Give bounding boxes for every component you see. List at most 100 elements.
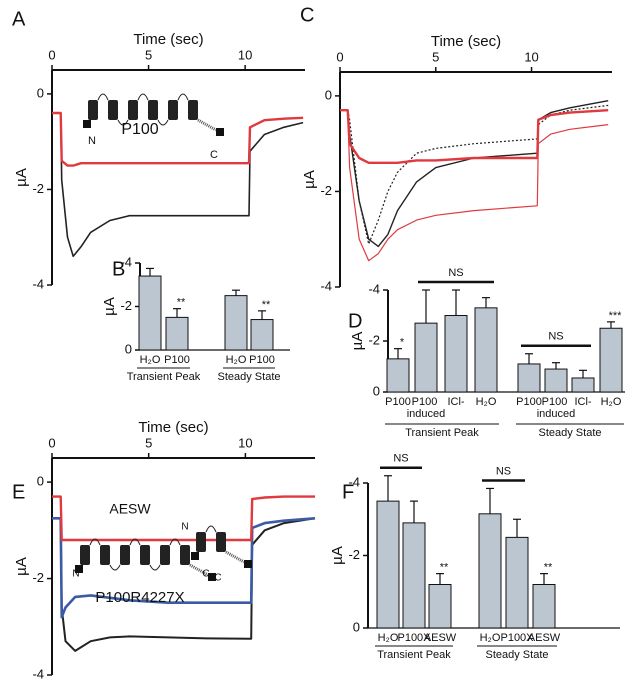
bar — [138, 275, 162, 351]
significance: ** — [544, 562, 553, 574]
trace — [340, 100, 609, 248]
y-tick-label: -4 — [348, 474, 360, 489]
annotation: C — [202, 569, 209, 580]
loop — [169, 538, 181, 546]
significance: ** — [440, 562, 449, 574]
panel-letter: A — [12, 8, 26, 30]
x-tick-label: 5 — [432, 49, 439, 64]
loop — [109, 564, 121, 571]
bar — [428, 584, 452, 629]
loop — [177, 93, 189, 101]
label-line: induced — [407, 408, 446, 420]
significance: * — [400, 337, 405, 349]
loop — [157, 119, 169, 126]
helix — [196, 532, 206, 552]
y-tick-label: -4 — [32, 666, 44, 681]
x-tick-label: 5 — [145, 435, 152, 450]
trace — [340, 104, 609, 245]
y-axis-label: µA — [13, 168, 30, 187]
y-tick-label: -4 — [368, 281, 380, 296]
label-line: H₂O — [378, 632, 399, 644]
c-term — [244, 560, 252, 568]
trace — [340, 109, 609, 262]
annotation: N — [72, 569, 79, 580]
y-axis-label: µA — [101, 297, 118, 316]
bar — [402, 522, 426, 629]
trace — [52, 517, 316, 652]
annotation: P100R4227X — [95, 589, 184, 606]
bracket-label: NS — [448, 267, 463, 279]
y-axis-label: µA — [329, 546, 346, 565]
label-line: P100 — [164, 354, 190, 366]
loop — [117, 119, 129, 126]
annotation: C — [210, 149, 218, 161]
loop — [129, 538, 141, 546]
y-tick-label: -4 — [320, 278, 332, 293]
y-tick-label: 0 — [325, 87, 332, 102]
bar — [571, 377, 595, 393]
y-tick-label: 0 — [125, 341, 132, 356]
label-line: ICl- — [447, 396, 464, 408]
trace — [52, 517, 316, 619]
c-term — [216, 128, 224, 136]
loop — [149, 564, 161, 571]
significance: ** — [262, 299, 271, 311]
bar — [444, 315, 468, 393]
helix — [88, 100, 98, 120]
x-axis-label: Time (sec) — [431, 33, 501, 50]
x-tick-label: 0 — [48, 435, 55, 450]
n-term — [75, 565, 83, 573]
x-tick-label: P100 — [164, 354, 190, 366]
bar — [599, 327, 623, 393]
annotation: AESW — [109, 501, 151, 517]
x-tick-label: H₂O — [140, 354, 161, 366]
n-term — [83, 120, 91, 128]
x-tick-label: H₂O — [378, 632, 399, 644]
x-tick-label: P100 — [385, 396, 411, 408]
group-label: Transient Peak — [377, 649, 451, 661]
x-axis-label: Time (sec) — [133, 31, 203, 48]
label-line: P100 — [385, 396, 411, 408]
x-tick-label: P100 — [516, 396, 542, 408]
loop — [97, 93, 109, 101]
y-tick-label: -2 — [320, 183, 332, 198]
group-label: Transient Peak — [405, 427, 479, 439]
label-line: P100 — [542, 396, 571, 408]
x-tick-label: P100X — [397, 632, 431, 644]
c-term — [208, 573, 216, 581]
group-label: Steady State — [218, 371, 281, 383]
trace — [52, 495, 315, 542]
annotation: N — [88, 135, 96, 147]
helix — [216, 532, 226, 552]
x-tick-label: H₂O — [476, 396, 497, 408]
y-tick-label: -2 — [368, 332, 380, 347]
x-tick-label: 10 — [238, 435, 252, 450]
bar — [532, 584, 556, 629]
helix — [120, 545, 130, 565]
y-tick-label: 0 — [37, 474, 44, 489]
bracket-label: NS — [393, 453, 408, 465]
x-tick-label: ICl- — [574, 396, 591, 408]
loop — [137, 93, 149, 101]
x-tick-label: 10 — [238, 47, 252, 62]
y-tick-label: -2 — [120, 298, 132, 313]
x-tick-label: 5 — [145, 47, 152, 62]
x-tick-label: P100 induced — [407, 396, 446, 420]
helix — [180, 545, 190, 565]
helix — [160, 545, 170, 565]
x-tick-label: P100 induced — [537, 396, 576, 420]
helix — [80, 545, 90, 565]
helix — [100, 545, 110, 565]
y-tick-label: -4 — [32, 276, 44, 291]
y-tick-label: -2 — [32, 570, 44, 585]
helix — [128, 100, 138, 120]
helix — [148, 100, 158, 120]
x-tick-label: ICl- — [447, 396, 464, 408]
label-line: AESW — [424, 632, 457, 644]
group-label: Steady State — [486, 649, 549, 661]
x-axis-label: Time (sec) — [138, 419, 208, 436]
label-line: ICl- — [574, 396, 591, 408]
helix — [140, 545, 150, 565]
label-line: H₂O — [601, 396, 622, 408]
